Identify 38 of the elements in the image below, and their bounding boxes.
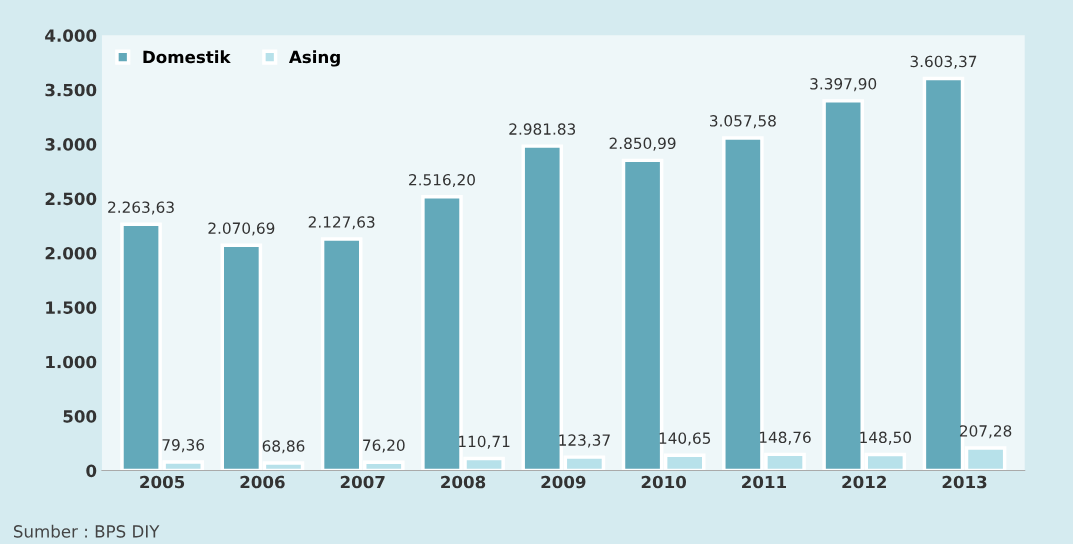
y-tick-label: 3.000 (45, 138, 97, 151)
x-tick-label: 2008 (441, 475, 486, 489)
data-label: 2.127,63 (308, 216, 375, 230)
x-tick-label: 2007 (340, 475, 385, 489)
data-label: 3.603,37 (910, 55, 977, 69)
data-label: 2.850,99 (609, 137, 676, 151)
data-label: 110,71 (459, 435, 510, 449)
x-tick-label: 2011 (742, 475, 786, 489)
data-label: 79,36 (162, 439, 205, 453)
y-tick-label: 1.000 (46, 355, 97, 369)
legend-label: Domestik (143, 50, 231, 64)
x-tick-label: 2005 (140, 475, 185, 489)
x-tick-label: 2009 (541, 475, 586, 489)
data-label: 2.263,63 (108, 201, 174, 215)
data-label: 207,28 (959, 425, 1012, 439)
data-label: 3.397,90 (810, 78, 877, 92)
data-label: 148,76 (759, 431, 811, 445)
data-label: 68,86 (262, 440, 305, 454)
data-label: 123,37 (559, 434, 610, 448)
y-tick-label: 4.000 (45, 29, 97, 42)
data-label: 148,50 (860, 431, 912, 445)
y-tick-label: 2.000 (45, 246, 97, 260)
x-tick-label: 2013 (942, 475, 987, 489)
y-tick-label: 3.500 (45, 83, 97, 97)
y-tick-label: 0 (86, 464, 97, 478)
data-label: 2.070,69 (208, 222, 275, 236)
x-tick-label: 2006 (240, 475, 285, 489)
text: Sumber : BPS DIY (13, 524, 160, 538)
data-label: 3.057,58 (710, 115, 776, 129)
legend-label: Asing (288, 50, 340, 67)
x-tick-label: 2012 (842, 475, 886, 489)
data-label: 2.516,20 (409, 173, 475, 188)
x-tick-label: 2010 (641, 475, 687, 489)
y-tick-label: 500 (63, 410, 97, 423)
data-label: 2.981.83 (509, 123, 576, 135)
y-tick-label: 1.500 (46, 301, 97, 314)
data-label: 76,20 (363, 439, 405, 453)
y-tick-label: 2.500 (45, 192, 97, 206)
